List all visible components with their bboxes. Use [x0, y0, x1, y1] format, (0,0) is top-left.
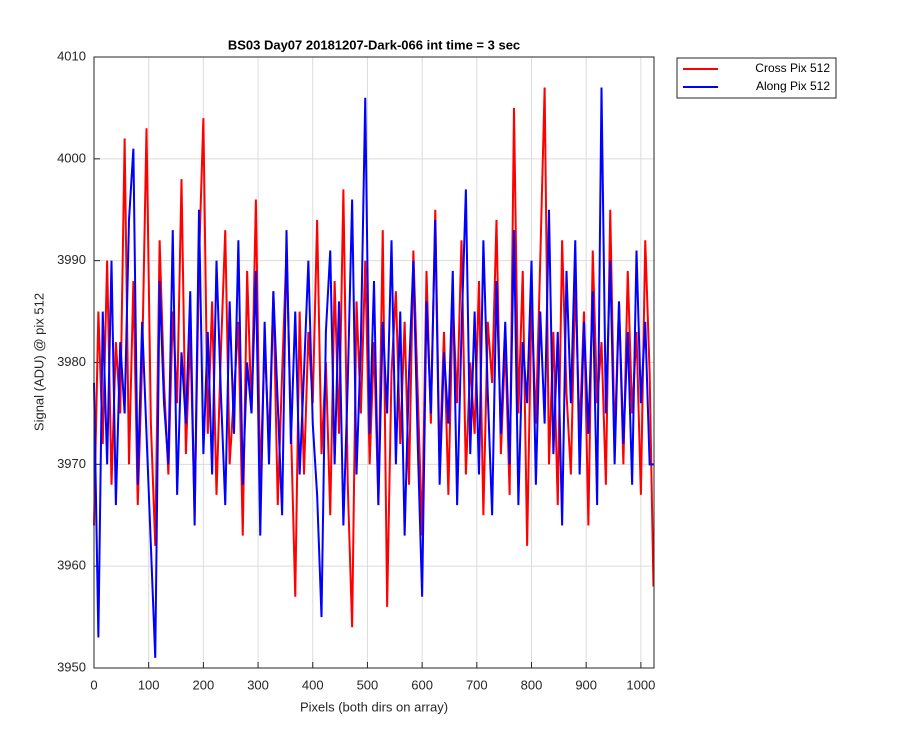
y-tick-label: 3990: [57, 252, 86, 267]
y-tick-label: 3980: [57, 354, 86, 369]
legend-label: Along Pix 512: [756, 79, 830, 93]
x-tick-label: 0: [90, 677, 97, 692]
y-axis-label: Signal (ADU) @ pix 512: [31, 293, 46, 431]
data-line: [93, 87, 654, 658]
chart-title: BS03 Day07 20181207-Dark-066 int time = …: [228, 37, 520, 52]
x-tick-label: 1000: [626, 677, 655, 692]
y-tick-label: 4010: [57, 48, 86, 63]
plot-area: [93, 56, 655, 669]
x-tick-label: 900: [575, 677, 597, 692]
legend-label: Cross Pix 512: [755, 61, 830, 75]
plot-frame: [93, 56, 655, 669]
legend-box: [676, 57, 837, 99]
y-tick-label: 4000: [57, 150, 86, 165]
x-tick-label: 300: [247, 677, 269, 692]
data-line: [93, 87, 655, 628]
x-tick-label: 600: [411, 677, 433, 692]
x-tick-label: 700: [466, 677, 488, 692]
y-tick-label: 3950: [57, 659, 86, 674]
x-tick-label: 100: [138, 677, 160, 692]
legend: Cross Pix 512 Along Pix 512: [676, 57, 837, 99]
x-tick-label: 200: [193, 677, 215, 692]
y-tick-label: 3970: [57, 456, 86, 471]
y-tick-label: 3960: [57, 558, 86, 573]
x-tick-label: 400: [302, 677, 324, 692]
x-axis-label: Pixels (both dirs on array): [300, 699, 448, 714]
x-tick-label: 800: [521, 677, 543, 692]
x-tick-label: 500: [357, 677, 379, 692]
